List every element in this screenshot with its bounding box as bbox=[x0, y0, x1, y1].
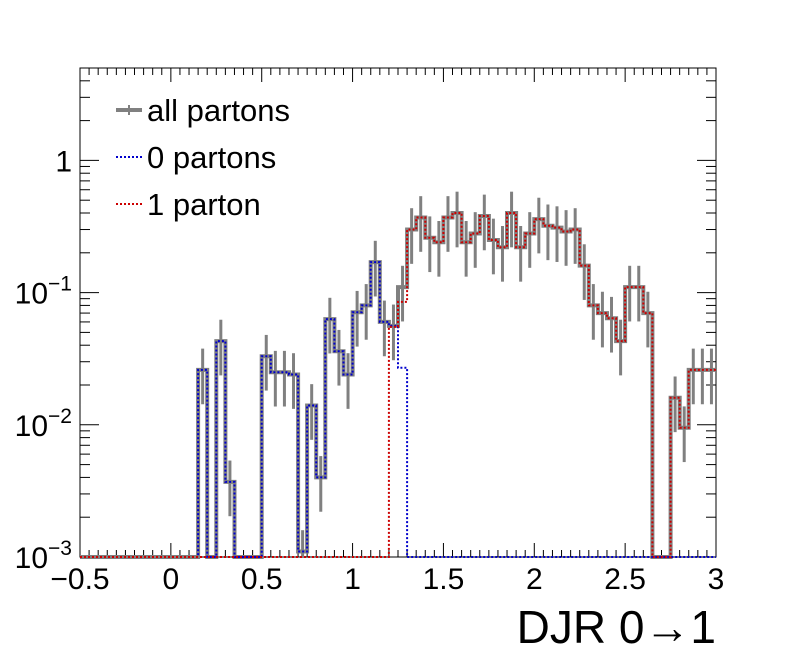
x-tick-label: 1.5 bbox=[423, 563, 465, 596]
step-line bbox=[80, 211, 716, 559]
tick-labels: −0.5 0 0.5 1 1.5 2 2.5 3 10−3 10−2 10−1 1 bbox=[15, 145, 725, 596]
x-tick-label: 0.5 bbox=[241, 563, 283, 596]
series-all-partons bbox=[80, 191, 716, 559]
legend-label: all partons bbox=[147, 93, 290, 128]
step-line bbox=[80, 261, 716, 558]
x-tick-label: 3 bbox=[708, 563, 725, 596]
legend-label: 0 partons bbox=[147, 140, 276, 175]
x-tick-label: 1 bbox=[344, 563, 361, 596]
legend: all partons 0 partons 1 parton bbox=[116, 93, 290, 222]
y-tick-label: 10−1 bbox=[15, 273, 72, 311]
y-tick-label: 10−2 bbox=[15, 405, 72, 443]
legend-label: 1 parton bbox=[147, 187, 261, 222]
series-1-parton bbox=[80, 212, 716, 558]
x-tick-label: 2 bbox=[526, 563, 543, 596]
x-tick-label: 0 bbox=[163, 563, 180, 596]
series-0-partons bbox=[80, 261, 716, 558]
x-tick-label: 2.5 bbox=[604, 563, 646, 596]
y-tick-label: 10−3 bbox=[15, 537, 72, 575]
step-line bbox=[80, 212, 716, 558]
x-axis-label: DJR 0→1 bbox=[517, 601, 716, 653]
series-layer bbox=[80, 191, 716, 559]
x-tick-label: −0.5 bbox=[50, 563, 109, 596]
y-tick-label: 1 bbox=[55, 145, 72, 178]
